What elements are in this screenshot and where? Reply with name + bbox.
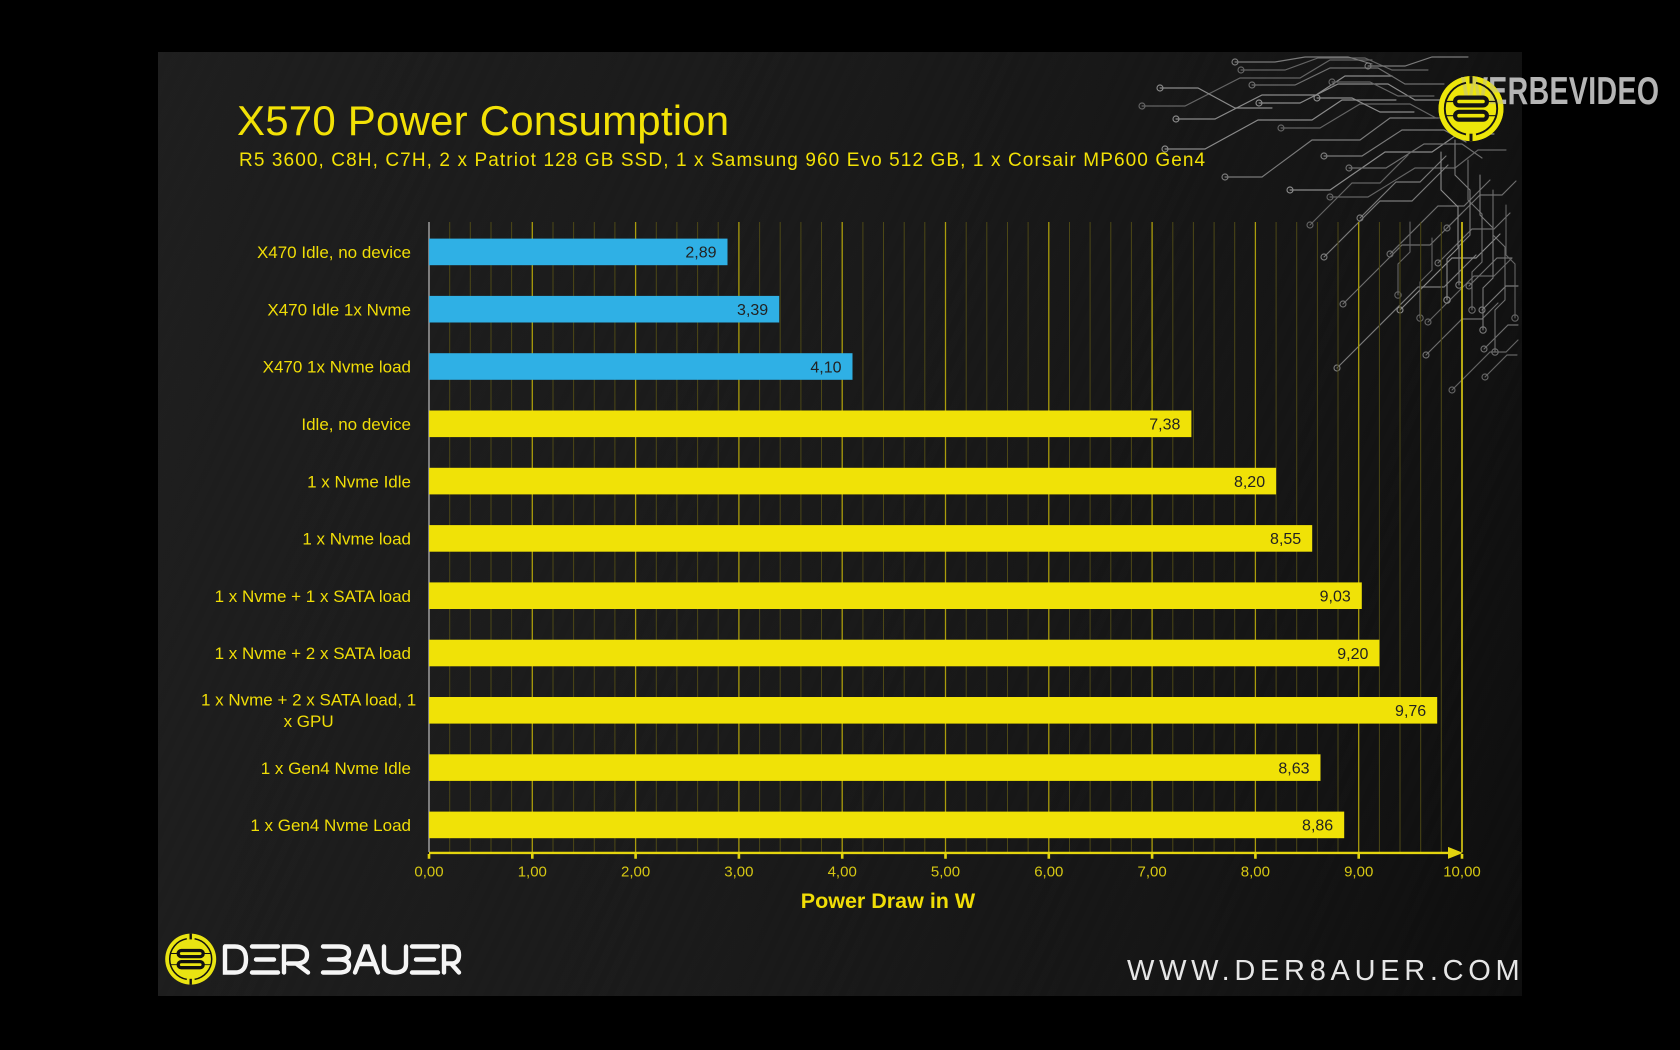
svg-text:1 x Nvme + 1 x SATA load: 1 x Nvme + 1 x SATA load xyxy=(215,587,411,606)
svg-text:0,00: 0,00 xyxy=(414,864,443,881)
svg-text:X470 Idle 1x Nvme: X470 Idle 1x Nvme xyxy=(267,300,411,319)
svg-text:9,20: 9,20 xyxy=(1337,646,1368,663)
svg-text:9,76: 9,76 xyxy=(1395,703,1426,720)
svg-text:X470 1x Nvme load: X470 1x Nvme load xyxy=(263,358,411,377)
svg-text:6,00: 6,00 xyxy=(1034,864,1063,881)
svg-text:8,86: 8,86 xyxy=(1302,818,1333,835)
svg-text:9,00: 9,00 xyxy=(1344,864,1373,881)
svg-text:8,63: 8,63 xyxy=(1278,760,1309,777)
svg-text:Idle, no device: Idle, no device xyxy=(301,415,411,434)
svg-text:4,10: 4,10 xyxy=(810,359,841,376)
svg-text:9,03: 9,03 xyxy=(1320,589,1351,606)
svg-text:X470 Idle, no device: X470 Idle, no device xyxy=(257,243,411,262)
svg-text:3,00: 3,00 xyxy=(724,864,753,881)
svg-text:2,00: 2,00 xyxy=(621,864,650,881)
svg-text:1 x Gen4 Nvme Idle: 1 x Gen4 Nvme Idle xyxy=(261,759,411,778)
svg-text:3,39: 3,39 xyxy=(737,302,768,319)
svg-text:1 x Gen4 Nvme Load: 1 x Gen4 Nvme Load xyxy=(250,816,411,835)
svg-text:1 x Nvme + 2 x SATA load, 1: 1 x Nvme + 2 x SATA load, 1 xyxy=(201,691,416,710)
svg-text:10,00: 10,00 xyxy=(1443,864,1481,881)
svg-text:7,00: 7,00 xyxy=(1137,864,1166,881)
svg-text:7,38: 7,38 xyxy=(1149,417,1180,434)
svg-text:1 x Nvme Idle: 1 x Nvme Idle xyxy=(307,472,411,491)
svg-text:x GPU: x GPU xyxy=(284,712,334,731)
svg-text:8,00: 8,00 xyxy=(1241,864,1270,881)
svg-text:1,00: 1,00 xyxy=(518,864,547,881)
svg-text:1 x Nvme load: 1 x Nvme load xyxy=(302,530,411,549)
svg-text:4,00: 4,00 xyxy=(828,864,857,881)
svg-text:2,89: 2,89 xyxy=(685,245,716,262)
svg-text:5,00: 5,00 xyxy=(931,864,960,881)
svg-text:8,20: 8,20 xyxy=(1234,474,1265,491)
svg-text:Power Draw in W: Power Draw in W xyxy=(801,889,976,913)
svg-text:8,55: 8,55 xyxy=(1270,531,1301,548)
svg-text:1 x Nvme + 2 x SATA load: 1 x Nvme + 2 x SATA load xyxy=(215,644,411,663)
